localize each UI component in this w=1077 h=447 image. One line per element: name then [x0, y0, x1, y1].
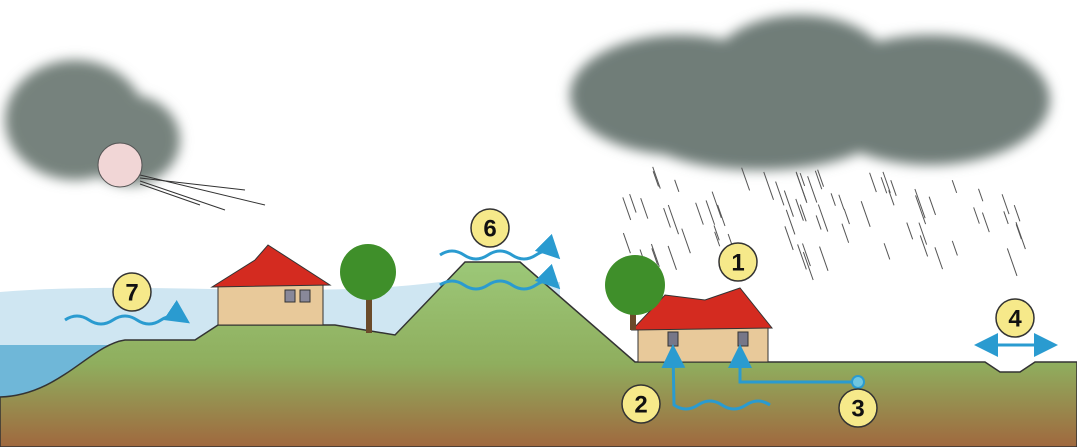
- marker: 1: [719, 243, 757, 281]
- raindrop: [682, 229, 691, 254]
- storm-clouds: [570, 15, 1050, 170]
- wind-face: [98, 143, 142, 187]
- raindrop: [883, 172, 890, 193]
- raindrop: [718, 205, 725, 226]
- marker-label: 4: [1008, 306, 1022, 333]
- raindrop: [870, 173, 877, 192]
- raindrop: [915, 189, 925, 218]
- raindrop: [891, 180, 896, 196]
- raindrop: [884, 243, 890, 259]
- marker: 2: [622, 385, 660, 423]
- raindrop: [785, 226, 793, 250]
- raindrop: [916, 195, 926, 224]
- marker: 7: [113, 273, 151, 311]
- marker: 6: [471, 209, 509, 247]
- raindrop: [623, 233, 630, 253]
- raindrop: [920, 235, 927, 256]
- raindrop: [816, 215, 821, 229]
- raindrop: [952, 241, 957, 256]
- marker-label: 3: [851, 396, 864, 423]
- rain: [623, 167, 1026, 280]
- house-left: [212, 245, 330, 325]
- raindrop: [1004, 211, 1008, 224]
- raindrop: [1002, 194, 1009, 214]
- raindrop: [630, 194, 636, 212]
- marker: 3: [839, 389, 877, 427]
- raindrop: [842, 224, 849, 243]
- raindrop: [742, 168, 750, 191]
- flood-illustration: 1 2 3 4 6 7: [0, 0, 1077, 447]
- raindrop: [820, 247, 828, 271]
- raindrop: [1014, 205, 1020, 221]
- raindrop: [952, 180, 956, 193]
- raindrop: [653, 171, 658, 186]
- raindrop: [675, 180, 679, 192]
- raindrop: [844, 209, 849, 224]
- raindrop: [979, 189, 983, 201]
- raindrop: [929, 197, 935, 215]
- drain: [852, 376, 864, 388]
- raindrop: [808, 176, 817, 202]
- raindrop: [668, 246, 676, 270]
- raindrop: [861, 201, 870, 227]
- raindrop: [935, 247, 943, 269]
- marker-label: 1: [731, 250, 744, 277]
- raindrop: [641, 198, 648, 218]
- raindrop: [818, 204, 827, 231]
- marker-label: 7: [125, 280, 138, 307]
- raindrop: [889, 190, 894, 205]
- raindrop: [974, 207, 980, 223]
- marker: 4: [996, 299, 1034, 337]
- raindrop: [712, 192, 721, 218]
- marker-label: 6: [483, 216, 496, 243]
- raindrop: [818, 170, 824, 187]
- marker-label: 2: [634, 392, 647, 419]
- raindrop: [1007, 248, 1017, 275]
- raindrop: [1016, 224, 1021, 239]
- raindrop: [696, 203, 704, 225]
- raindrop: [786, 210, 795, 235]
- raindrop: [907, 223, 913, 240]
- raindrop: [839, 195, 844, 210]
- wind-cloud: [5, 60, 180, 185]
- wind-lines: [140, 175, 265, 210]
- raindrop: [776, 182, 784, 206]
- raindrop: [664, 208, 671, 227]
- raindrop: [653, 167, 661, 189]
- raindrop: [706, 200, 715, 224]
- page: 1 2 3 4 6 7 (() => { const data = JSON.p…: [0, 0, 1077, 447]
- raindrop: [784, 191, 793, 217]
- raindrop: [764, 172, 774, 200]
- raindrop: [668, 205, 678, 234]
- raindrop: [623, 197, 631, 220]
- raindrop: [982, 213, 989, 233]
- raindrop: [1016, 222, 1025, 249]
- raindrop: [831, 193, 835, 205]
